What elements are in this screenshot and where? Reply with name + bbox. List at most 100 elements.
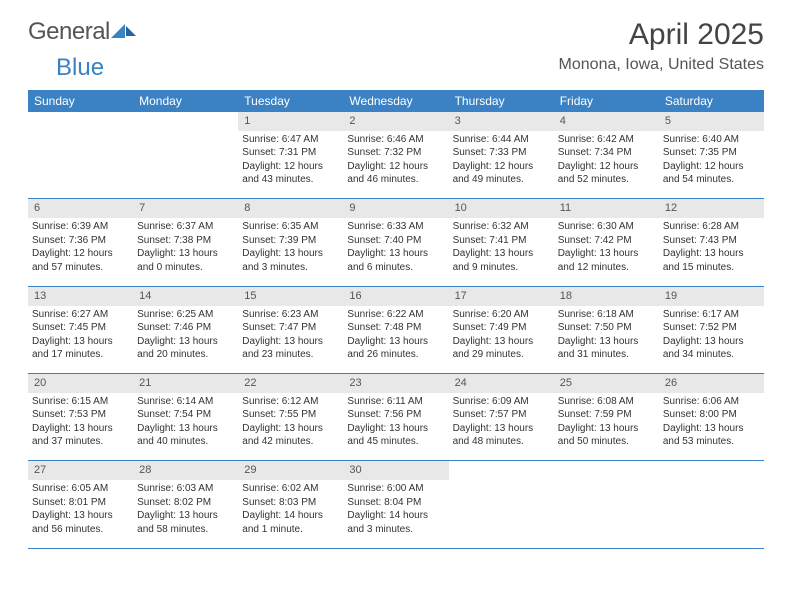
day-header: Friday xyxy=(554,90,659,112)
day-cell: Sunrise: 6:27 AMSunset: 7:45 PMDaylight:… xyxy=(28,306,133,368)
daynum-cell: 8 xyxy=(238,199,343,218)
day-content: Sunrise: 6:35 AMSunset: 7:39 PMDaylight:… xyxy=(242,218,339,274)
daylight-line: Daylight: 13 hours and 42 minutes. xyxy=(242,422,339,449)
daynum-cell: 18 xyxy=(554,286,659,305)
logo-triangle2-icon xyxy=(126,26,136,36)
daynum-cell: 14 xyxy=(133,286,238,305)
daylight-line: Daylight: 13 hours and 48 minutes. xyxy=(453,422,550,449)
sunrise-line: Sunrise: 6:12 AM xyxy=(242,395,339,409)
sunset-line: Sunset: 7:40 PM xyxy=(347,234,444,248)
day-number: 7 xyxy=(133,199,238,218)
daynum-cell: 17 xyxy=(449,286,554,305)
day-content: Sunrise: 6:23 AMSunset: 7:47 PMDaylight:… xyxy=(242,306,339,362)
day-content: Sunrise: 6:14 AMSunset: 7:54 PMDaylight:… xyxy=(137,393,234,449)
daynum-cell: 19 xyxy=(659,286,764,305)
day-content: Sunrise: 6:28 AMSunset: 7:43 PMDaylight:… xyxy=(663,218,760,274)
daylight-line: Daylight: 13 hours and 50 minutes. xyxy=(558,422,655,449)
daynum-cell xyxy=(133,112,238,131)
daylight-line: Daylight: 13 hours and 45 minutes. xyxy=(347,422,444,449)
content-row: Sunrise: 6:15 AMSunset: 7:53 PMDaylight:… xyxy=(28,393,764,455)
day-content: Sunrise: 6:37 AMSunset: 7:38 PMDaylight:… xyxy=(137,218,234,274)
day-content: Sunrise: 6:33 AMSunset: 7:40 PMDaylight:… xyxy=(347,218,444,274)
sunrise-line: Sunrise: 6:32 AM xyxy=(453,220,550,234)
daylight-line: Daylight: 13 hours and 26 minutes. xyxy=(347,335,444,362)
day-cell: Sunrise: 6:37 AMSunset: 7:38 PMDaylight:… xyxy=(133,218,238,280)
content-row: Sunrise: 6:47 AMSunset: 7:31 PMDaylight:… xyxy=(28,131,764,193)
sunrise-line: Sunrise: 6:35 AM xyxy=(242,220,339,234)
daynum-cell: 2 xyxy=(343,112,448,131)
day-cell: Sunrise: 6:20 AMSunset: 7:49 PMDaylight:… xyxy=(449,306,554,368)
daylight-line: Daylight: 12 hours and 46 minutes. xyxy=(347,160,444,187)
day-number: 1 xyxy=(238,112,343,131)
day-cell: Sunrise: 6:06 AMSunset: 8:00 PMDaylight:… xyxy=(659,393,764,455)
day-cell: Sunrise: 6:14 AMSunset: 7:54 PMDaylight:… xyxy=(133,393,238,455)
sunrise-line: Sunrise: 6:33 AM xyxy=(347,220,444,234)
daylight-line: Daylight: 13 hours and 56 minutes. xyxy=(32,509,129,536)
day-cell: Sunrise: 6:23 AMSunset: 7:47 PMDaylight:… xyxy=(238,306,343,368)
day-number: 18 xyxy=(554,287,659,306)
day-cell: Sunrise: 6:47 AMSunset: 7:31 PMDaylight:… xyxy=(238,131,343,193)
daylight-line: Daylight: 14 hours and 3 minutes. xyxy=(347,509,444,536)
day-content: Sunrise: 6:03 AMSunset: 8:02 PMDaylight:… xyxy=(137,480,234,536)
day-cell: Sunrise: 6:05 AMSunset: 8:01 PMDaylight:… xyxy=(28,480,133,542)
daynum-cell xyxy=(28,112,133,131)
logo-text-1: General xyxy=(28,18,110,46)
daylight-line: Daylight: 13 hours and 34 minutes. xyxy=(663,335,760,362)
daynum-cell: 20 xyxy=(28,374,133,393)
day-cell: Sunrise: 6:46 AMSunset: 7:32 PMDaylight:… xyxy=(343,131,448,193)
sunset-line: Sunset: 8:01 PM xyxy=(32,496,129,510)
daylight-line: Daylight: 13 hours and 17 minutes. xyxy=(32,335,129,362)
sunset-line: Sunset: 8:03 PM xyxy=(242,496,339,510)
sunrise-line: Sunrise: 6:37 AM xyxy=(137,220,234,234)
day-number: 13 xyxy=(28,287,133,306)
daynum-row: 12345 xyxy=(28,112,764,131)
daylight-line: Daylight: 12 hours and 57 minutes. xyxy=(32,247,129,274)
day-cell: Sunrise: 6:28 AMSunset: 7:43 PMDaylight:… xyxy=(659,218,764,280)
sunset-line: Sunset: 7:57 PM xyxy=(453,408,550,422)
daylight-line: Daylight: 13 hours and 29 minutes. xyxy=(453,335,550,362)
daylight-line: Daylight: 12 hours and 52 minutes. xyxy=(558,160,655,187)
sunrise-line: Sunrise: 6:17 AM xyxy=(663,308,760,322)
daynum-cell: 7 xyxy=(133,199,238,218)
daynum-cell: 3 xyxy=(449,112,554,131)
sunrise-line: Sunrise: 6:42 AM xyxy=(558,133,655,147)
sunset-line: Sunset: 7:33 PM xyxy=(453,146,550,160)
sunrise-line: Sunrise: 6:00 AM xyxy=(347,482,444,496)
sunset-line: Sunset: 7:42 PM xyxy=(558,234,655,248)
day-cell: Sunrise: 6:08 AMSunset: 7:59 PMDaylight:… xyxy=(554,393,659,455)
daylight-line: Daylight: 13 hours and 58 minutes. xyxy=(137,509,234,536)
day-cell xyxy=(28,131,133,193)
day-number: 3 xyxy=(449,112,554,131)
sunset-line: Sunset: 7:36 PM xyxy=(32,234,129,248)
sunrise-line: Sunrise: 6:28 AM xyxy=(663,220,760,234)
day-number: 5 xyxy=(659,112,764,131)
month-title: April 2025 xyxy=(559,18,764,52)
sunset-line: Sunset: 7:38 PM xyxy=(137,234,234,248)
daynum-cell: 27 xyxy=(28,461,133,480)
daynum-cell xyxy=(449,461,554,480)
day-header: Wednesday xyxy=(343,90,448,112)
day-content: Sunrise: 6:05 AMSunset: 8:01 PMDaylight:… xyxy=(32,480,129,536)
day-content: Sunrise: 6:46 AMSunset: 7:32 PMDaylight:… xyxy=(347,131,444,187)
sunrise-line: Sunrise: 6:06 AM xyxy=(663,395,760,409)
day-header: Tuesday xyxy=(238,90,343,112)
day-cell: Sunrise: 6:03 AMSunset: 8:02 PMDaylight:… xyxy=(133,480,238,542)
daynum-cell: 22 xyxy=(238,374,343,393)
daynum-cell: 25 xyxy=(554,374,659,393)
sunset-line: Sunset: 7:47 PM xyxy=(242,321,339,335)
daynum-row: 20212223242526 xyxy=(28,374,764,393)
day-content: Sunrise: 6:12 AMSunset: 7:55 PMDaylight:… xyxy=(242,393,339,449)
daynum-cell: 26 xyxy=(659,374,764,393)
sunset-line: Sunset: 7:45 PM xyxy=(32,321,129,335)
day-header: Thursday xyxy=(449,90,554,112)
sunset-line: Sunset: 7:46 PM xyxy=(137,321,234,335)
logo-text-2: Blue xyxy=(56,54,104,81)
sunset-line: Sunset: 7:34 PM xyxy=(558,146,655,160)
day-content: Sunrise: 6:20 AMSunset: 7:49 PMDaylight:… xyxy=(453,306,550,362)
sunrise-line: Sunrise: 6:08 AM xyxy=(558,395,655,409)
sunrise-line: Sunrise: 6:11 AM xyxy=(347,395,444,409)
day-cell: Sunrise: 6:33 AMSunset: 7:40 PMDaylight:… xyxy=(343,218,448,280)
daylight-line: Daylight: 13 hours and 37 minutes. xyxy=(32,422,129,449)
daylight-line: Daylight: 13 hours and 12 minutes. xyxy=(558,247,655,274)
day-content: Sunrise: 6:06 AMSunset: 8:00 PMDaylight:… xyxy=(663,393,760,449)
